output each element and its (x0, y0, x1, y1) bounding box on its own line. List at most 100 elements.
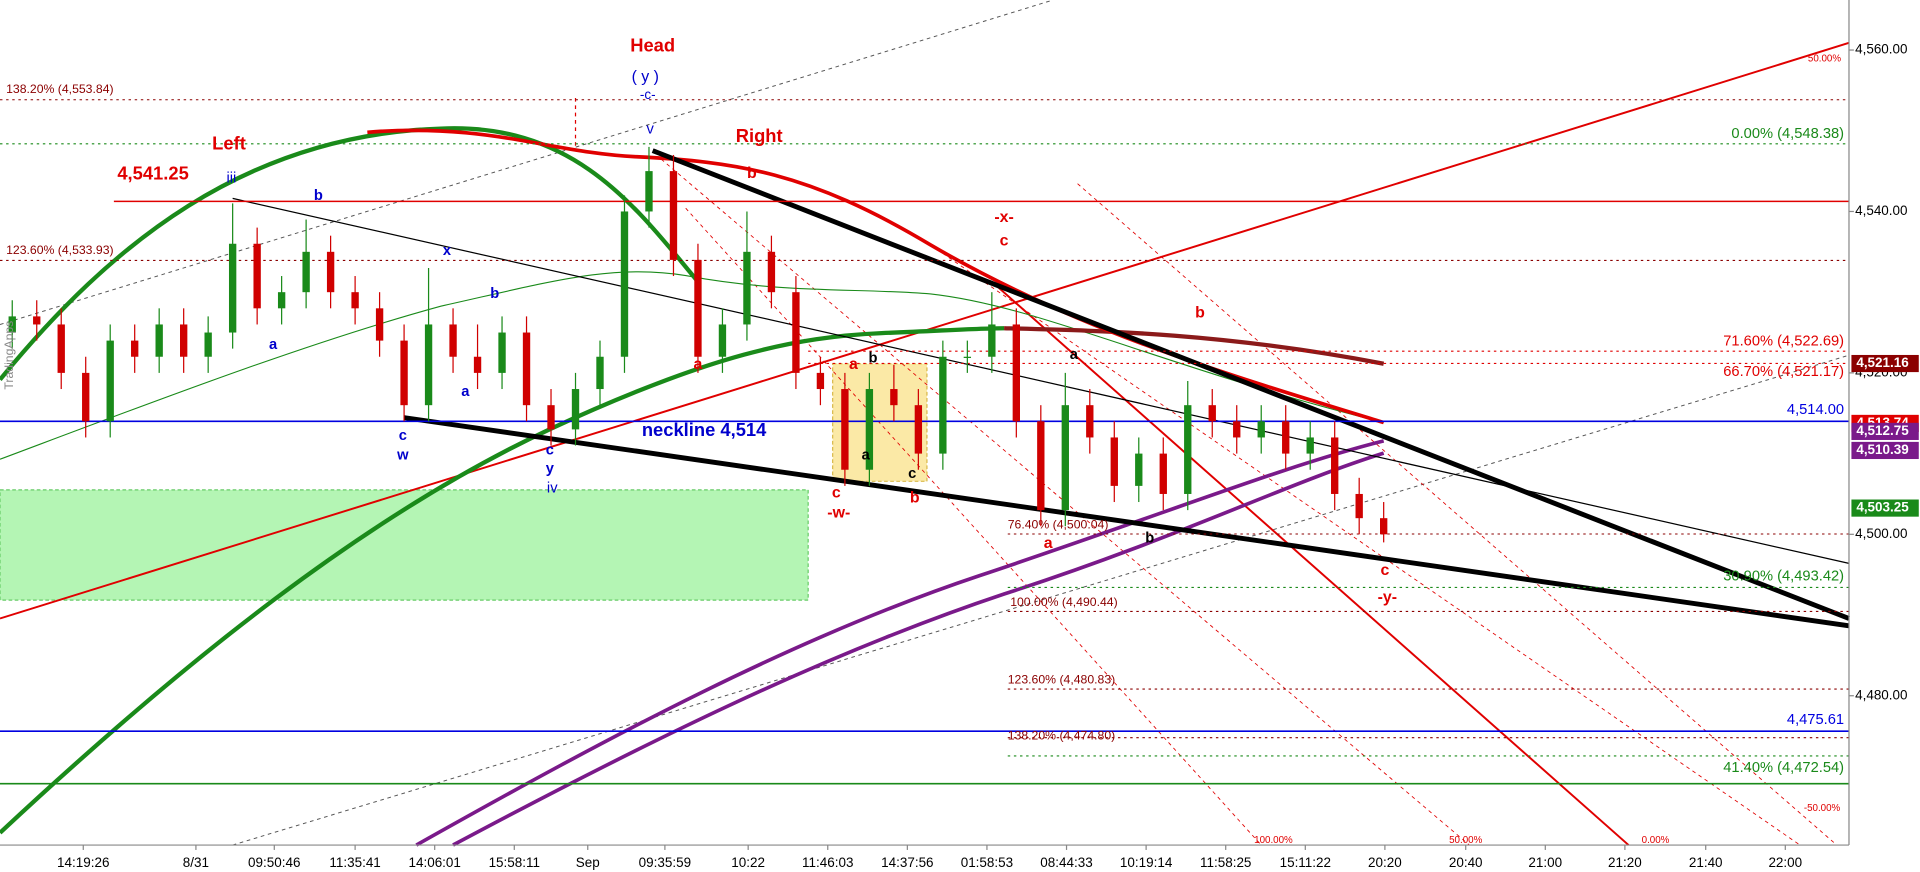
candle-body (253, 243, 261, 309)
fan-label: -50.00% (1804, 803, 1841, 814)
wave-label: c (1380, 562, 1389, 579)
candle-body (669, 171, 678, 260)
candle-body (375, 308, 384, 341)
candle-body (890, 389, 898, 406)
wave-label: b (869, 351, 878, 367)
price-marker (1851, 354, 1919, 373)
candle-body (57, 324, 65, 373)
wave-label: c (1000, 232, 1009, 249)
thin-trend (232, 197, 1850, 564)
candle-body (1110, 437, 1118, 486)
wave-label: a (694, 356, 703, 373)
y-tick-label: 4,480.00 (1855, 687, 1907, 702)
wave-label: a (1070, 347, 1079, 363)
candle-body (106, 340, 114, 422)
candle-body (816, 372, 825, 390)
candle-body (1208, 405, 1216, 422)
candle-body (865, 389, 874, 470)
candle-body (498, 332, 506, 373)
x-tick-label: 15:58:11 (489, 855, 540, 870)
wave-label: b (314, 188, 323, 204)
price-level-label: 0.00% (4,548.38) (1731, 126, 1844, 142)
candle-body (82, 372, 90, 422)
x-tick-label: 11:58:25 (1200, 855, 1251, 870)
candle-body (1061, 405, 1069, 511)
candle-body (718, 324, 727, 357)
x-tick-label: 22:00 (1768, 855, 1802, 870)
candle-body (277, 292, 286, 309)
candle-body (914, 405, 923, 454)
price-marker-label: 4,503.25 (1856, 500, 1909, 515)
wave-label: Head (630, 34, 675, 55)
wave-label: -w- (827, 504, 850, 521)
y-tick-label: 4,560.00 (1855, 42, 1907, 57)
candle-body (131, 340, 139, 357)
ma-purple (452, 451, 1385, 847)
wedge-bottom (403, 415, 1850, 629)
candle-body (939, 356, 947, 454)
price-level-label: 100.00% (4,490.44) (1010, 595, 1117, 609)
wave-label: TradingApps (2, 321, 16, 390)
candle-body (1037, 421, 1045, 511)
candle-body (620, 211, 629, 357)
candle-body (547, 405, 555, 430)
candle-body (1086, 405, 1094, 438)
wave-label: iii (227, 171, 237, 187)
wave-label: -y- (1378, 589, 1397, 606)
x-tick-label: 20:40 (1449, 855, 1483, 870)
wave-label: c (546, 443, 554, 459)
price-level-label: 4,514.00 (1787, 402, 1844, 418)
price-marker-label: 4,512.75 (1856, 423, 1909, 438)
price-marker (1851, 499, 1919, 517)
wave-label: w (396, 447, 409, 463)
price-level-label: 123.60% (4,480.83) (1008, 673, 1115, 687)
price-marker (1851, 422, 1919, 440)
x-tick-label: 14:37:56 (881, 855, 933, 870)
fan-line (685, 207, 1262, 846)
axis: 4,480.004,500.004,520.004,540.004,560.00… (57, 42, 1919, 870)
price-marker-label: 4,510.39 (1856, 442, 1908, 457)
x-tick-label: 15:11:22 (1280, 855, 1331, 870)
wave-label: Left (212, 132, 246, 153)
price-marker (1851, 441, 1919, 460)
candle-body (841, 389, 849, 470)
wave-label: a (461, 384, 470, 400)
x-tick-label: 14:06:01 (408, 855, 460, 870)
candle-body (694, 259, 702, 357)
fan-label: 0.00% (1642, 835, 1670, 846)
wave-label: a (269, 337, 278, 353)
price-level-label: 66.70% (4,521.17) (1723, 364, 1844, 380)
wave-label: y (546, 461, 555, 477)
wave-label: a (849, 356, 858, 373)
candle-body (1233, 421, 1241, 438)
price-level-label: 138.20% (4,553.84) (6, 82, 113, 96)
wave-label: b (1195, 305, 1205, 322)
candle-body (988, 324, 996, 357)
dotted-channel (232, 354, 1850, 846)
candle-body (351, 292, 359, 309)
candle-body (1012, 324, 1020, 422)
x-tick-label: 21:00 (1528, 855, 1562, 870)
y-tick-label: 4,500.00 (1855, 526, 1907, 541)
ma-darkred (1004, 326, 1385, 366)
wave-label: Right (736, 125, 783, 146)
wave-label: c (832, 485, 841, 502)
candle-body (180, 324, 188, 357)
candle-body (1159, 453, 1167, 494)
candle-body (1257, 421, 1265, 438)
candle-body (326, 251, 335, 293)
x-tick-label: 09:35:59 (639, 855, 691, 870)
candle-body (424, 324, 433, 406)
candle-body (473, 356, 482, 373)
candles (8, 146, 1388, 543)
candle-body (743, 251, 751, 325)
candle-body (767, 251, 776, 293)
candle-body (1135, 453, 1143, 486)
wave-label: v (647, 122, 655, 138)
x-tick-label: 11:46:03 (802, 855, 853, 870)
candle-body (400, 340, 408, 406)
price-level-label: 76.40% (4,500.04) (1008, 518, 1109, 532)
